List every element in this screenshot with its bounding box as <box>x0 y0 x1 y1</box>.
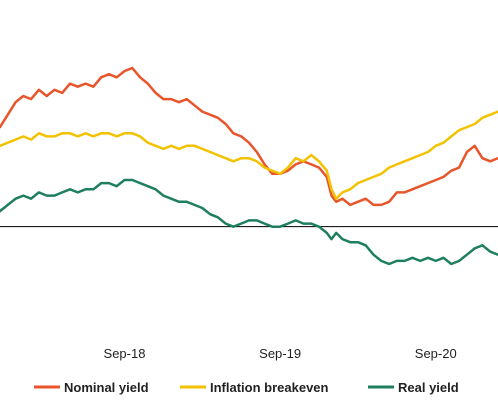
legend-label-real-yield: Real yield <box>398 380 459 395</box>
x-tick-label-1: Sep-19 <box>259 346 301 361</box>
series-layer <box>0 66 498 266</box>
legend-item-real-yield: Real yield <box>368 380 459 395</box>
legend-item-nominal-yield: Nominal yield <box>34 380 149 395</box>
legend-label-inflation-breakeven: Inflation breakeven <box>210 380 329 395</box>
series-line-nominal-yield <box>0 66 498 207</box>
x-axis: Sep-18 Sep-19 Sep-20 <box>104 346 457 361</box>
legend-item-inflation-breakeven: Inflation breakeven <box>180 380 329 395</box>
legend: Nominal yield Inflation breakeven Real y… <box>34 380 459 395</box>
legend-label-nominal-yield: Nominal yield <box>64 380 149 395</box>
x-tick-label-0: Sep-18 <box>104 346 146 361</box>
series-line-inflation-breakeven <box>0 110 498 200</box>
x-tick-label-2: Sep-20 <box>415 346 457 361</box>
series-line-real-yield <box>0 178 498 266</box>
plot-area <box>0 66 498 266</box>
